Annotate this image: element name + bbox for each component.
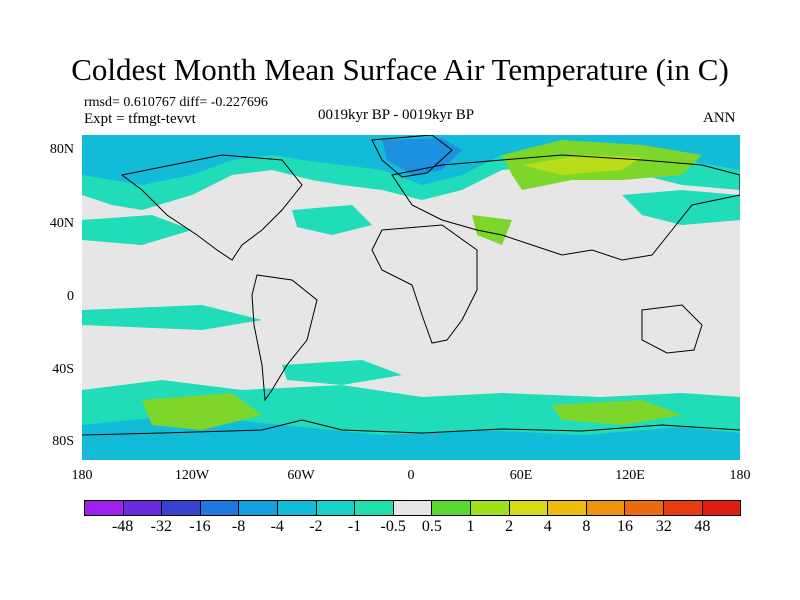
south-atlantic-cool-patch <box>282 360 402 385</box>
period-label: 0019kyr BP - 0019kyr BP <box>318 107 475 123</box>
colorbar-label: 2 <box>505 518 514 535</box>
colorbar-segment <box>662 500 702 516</box>
lat-label-80n: 80N <box>49 142 74 157</box>
north-atlantic-cool <box>292 205 372 235</box>
lon-label-0: 0 <box>407 468 415 483</box>
colorbar-segment <box>547 500 586 516</box>
colorbar-segment <box>199 500 239 516</box>
colorbar-label: -0.5 <box>380 518 406 535</box>
south-pacific-warm <box>142 393 262 430</box>
siberia-warmer <box>522 155 642 175</box>
colorbar <box>84 500 742 516</box>
colorbar-label: -32 <box>150 518 172 535</box>
colorbar-label: 16 <box>617 518 634 535</box>
colorbar-label: -16 <box>189 518 211 535</box>
chart-title: Coldest Month Mean Surface Air Temperatu… <box>71 52 729 87</box>
colorbar-label: 1 <box>466 518 475 535</box>
lon-label-60w: 60W <box>287 468 315 483</box>
colorbar-segment <box>701 500 742 516</box>
greenland-outline <box>371 135 453 178</box>
south-america-outline <box>251 274 318 402</box>
eurasia-outline <box>391 154 740 261</box>
colorbar-label: -2 <box>309 518 323 535</box>
colorbar-label: 48 <box>694 518 711 535</box>
colorbar-segment <box>508 500 548 516</box>
lon-label-120w: 120W <box>174 468 210 483</box>
colorbar-label: -8 <box>231 518 246 535</box>
lon-label-180e: 180 <box>729 468 751 483</box>
colorbar-label: 32 <box>655 518 672 535</box>
colorbar-label: -4 <box>270 518 284 535</box>
north-america-outline <box>120 154 303 261</box>
colorbar-segment <box>585 500 625 516</box>
colorbar-segment <box>315 500 355 516</box>
middle-east-warm <box>472 215 512 245</box>
lat-label-0: 0 <box>67 289 74 304</box>
colorbar-label: 0.5 <box>421 518 442 535</box>
colorbar-segment <box>469 500 509 516</box>
antarctica-outline <box>82 419 740 436</box>
colorbar-label: -48 <box>111 518 134 535</box>
africa-outline <box>371 224 478 344</box>
stats-text: rmsd= 0.610767 diff= -0.227696 <box>84 95 268 110</box>
colorbar-segment <box>624 500 663 516</box>
southern-indian-warm <box>552 400 682 425</box>
colorbar-label: -1 <box>347 518 362 535</box>
colorbar-segment <box>354 500 393 516</box>
temperature-map <box>82 135 740 460</box>
colorbar-segment <box>84 500 123 516</box>
antarctic-cooler <box>82 415 740 460</box>
colorbar-segment <box>392 500 432 516</box>
lat-label-40s: 40S <box>52 362 74 377</box>
colorbar-segment <box>276 500 316 516</box>
coastlines <box>82 135 740 436</box>
colorbar-segment <box>161 500 200 516</box>
experiment-label: Expt = tfmgt-tevvt <box>84 111 196 127</box>
greenland-coldest <box>382 138 462 175</box>
lat-label-80s: 80S <box>52 434 74 449</box>
east-asia-cool <box>622 190 740 225</box>
lat-label-40n: 40N <box>49 216 74 231</box>
lon-label-120e: 120E <box>615 468 645 483</box>
north-pacific-cool <box>82 215 192 245</box>
colorbar-segment <box>238 500 277 516</box>
colorbar-label: 4 <box>543 518 552 535</box>
season-label: ANN <box>703 110 736 126</box>
lon-label-60e: 60E <box>509 468 533 483</box>
south-pacific-cool-patch <box>82 305 262 330</box>
lon-label-180w: 180 <box>71 468 93 483</box>
colorbar-label: 8 <box>582 518 591 535</box>
australia-outline <box>641 304 703 354</box>
colorbar-segment <box>431 500 470 516</box>
colorbar-segment <box>122 500 162 516</box>
